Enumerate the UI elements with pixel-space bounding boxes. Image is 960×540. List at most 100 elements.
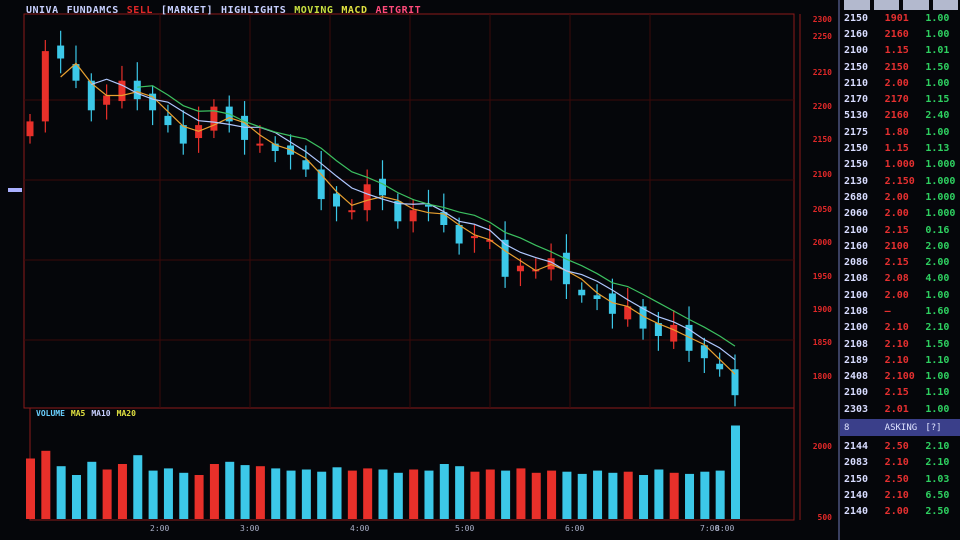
quote-row[interactable]: 2160 2160 1.00 xyxy=(840,26,960,42)
header-item[interactable]: UNIVA xyxy=(26,5,59,16)
quote-row[interactable]: 2108 2.08 4.00 xyxy=(840,271,960,287)
quote-row[interactable]: 2150 1901 1.00 xyxy=(840,10,960,26)
quote-cell: 2.10 xyxy=(884,338,909,350)
highlight-row[interactable]: 8 ASKING [?] xyxy=(840,419,960,437)
quote-cell: 2.50 xyxy=(884,441,909,453)
panel-tabs[interactable] xyxy=(840,0,960,10)
quote-row[interactable]: 2140 2.00 2.50 xyxy=(840,504,960,520)
header-item[interactable]: MA20 xyxy=(116,409,136,418)
quote-row[interactable]: 2100 1.15 1.01 xyxy=(840,43,960,59)
quote-row[interactable]: 2303 2.01 1.00 xyxy=(840,401,960,417)
header-item[interactable]: MACD xyxy=(341,5,368,16)
quote-row[interactable]: 2408 2.100 1.00 xyxy=(840,369,960,385)
volume-bar xyxy=(347,470,357,519)
quote-cell: 2150 xyxy=(844,143,869,155)
quote-row[interactable]: 2100 2.10 2.10 xyxy=(840,320,960,336)
volume-bar xyxy=(332,467,342,519)
header-item[interactable]: VOLUME xyxy=(36,409,65,418)
quote-row[interactable]: 2108 — 1.60 xyxy=(840,303,960,319)
quote-cell: 2160 xyxy=(884,28,909,40)
quote-cell: 1.00 xyxy=(925,403,950,415)
quote-cell: 2.00 xyxy=(884,191,909,203)
quote-row[interactable]: 2150 1.000 1.000 xyxy=(840,157,960,173)
y-tick-label: 1850 xyxy=(812,338,832,347)
quote-cell: 2150 xyxy=(844,12,869,24)
scroll-marker[interactable] xyxy=(8,188,22,192)
quote-cell: 1.00 xyxy=(925,371,950,383)
header-item[interactable]: [MARKET] xyxy=(160,5,214,16)
quote-cell: 1.00 xyxy=(925,12,950,24)
x-tick-label: 5:00 xyxy=(455,524,475,533)
quote-row[interactable]: 2680 2.00 1.000 xyxy=(840,189,960,205)
header-item[interactable]: SELL xyxy=(126,5,153,16)
quote-row[interactable]: 2100 2.15 1.10 xyxy=(840,385,960,401)
quote-row[interactable]: 2189 2.10 1.10 xyxy=(840,352,960,368)
candle-body xyxy=(379,178,386,196)
header-item[interactable]: MA5 xyxy=(70,409,86,418)
quote-row[interactable]: 2175 1.80 1.00 xyxy=(840,124,960,140)
quote-cell: 2.10 xyxy=(884,322,909,334)
candle-body xyxy=(41,51,49,122)
quote-row[interactable]: 2083 2.10 2.10 xyxy=(840,455,960,471)
volume-bar xyxy=(194,475,204,519)
quote-row[interactable]: 2140 2.10 6.50 xyxy=(840,487,960,503)
quote-cell: 1.13 xyxy=(925,143,950,155)
quote-row[interactable]: 5130 2160 2.40 xyxy=(840,108,960,124)
y-tick-label: 2250 xyxy=(812,32,832,41)
indicator-header: UNIVA FUNDAMCS SELL [MARKET] HIGHLIGHTS MOVIN… xyxy=(26,5,429,16)
y-tick-label: 1950 xyxy=(812,272,832,281)
quote-cell: 2.01 xyxy=(884,403,909,415)
candle-body xyxy=(256,143,264,146)
quote-row[interactable]: 2170 2170 1.15 xyxy=(840,91,960,107)
header-item[interactable]: HIGHLIGHTS xyxy=(221,5,287,16)
quote-cell: 2189 xyxy=(844,354,869,366)
candle-body xyxy=(440,212,448,225)
quote-row[interactable]: 2130 2.150 1.000 xyxy=(840,173,960,189)
header-item[interactable]: MA10 xyxy=(91,409,111,418)
candlestick-chart xyxy=(8,13,801,521)
volume-bar xyxy=(317,471,327,519)
volume-bar xyxy=(731,425,740,519)
quote-row[interactable]: 2150 2150 1.50 xyxy=(840,59,960,75)
quote-cell: 2.15 xyxy=(884,257,909,269)
volume-bar xyxy=(255,466,265,519)
quote-row[interactable]: 2110 2.00 1.00 xyxy=(840,75,960,91)
candle-body xyxy=(302,160,310,170)
quote-cell: 2160 xyxy=(844,28,869,40)
quote-cell: 2100 xyxy=(884,240,909,252)
quote-row[interactable]: 2060 2.00 1.000 xyxy=(840,206,960,222)
quote-row[interactable]: 2086 2.15 2.00 xyxy=(840,254,960,270)
quote-row[interactable]: 2160 2100 2.00 xyxy=(840,238,960,254)
quote-cell: 2060 xyxy=(844,208,869,220)
header-item[interactable]: MOVING xyxy=(294,5,334,16)
volume-bar xyxy=(516,468,526,519)
volume-bar xyxy=(301,469,311,519)
quote-row[interactable]: 2108 2.10 1.50 xyxy=(840,336,960,352)
quote-cell: 1.000 xyxy=(925,208,956,220)
volume-bar xyxy=(102,469,112,519)
quote-row[interactable]: 2144 2.50 2.10 xyxy=(840,438,960,454)
quote-row[interactable]: 2100 2.15 0.16 xyxy=(840,222,960,238)
quote-cell: 2130 xyxy=(844,175,869,187)
candle-body xyxy=(103,95,111,105)
quote-cell: 1.000 xyxy=(925,175,956,187)
quote-cell: 2100 xyxy=(844,322,869,334)
quote-cell: 1.000 xyxy=(925,159,956,171)
quote-cell: 2.00 xyxy=(884,289,909,301)
quote-row[interactable]: 2100 2.00 1.00 xyxy=(840,287,960,303)
ma10-line xyxy=(91,78,736,361)
x-tick-label: 7:00 xyxy=(700,524,720,533)
candle-body xyxy=(486,239,494,242)
y-tick-label: 1800 xyxy=(812,372,832,381)
volume-bar xyxy=(209,464,219,519)
quote-cell: 2140 xyxy=(844,489,869,501)
header-item[interactable]: FUNDAMCS xyxy=(66,5,119,16)
quote-row[interactable]: 2150 2.50 1.03 xyxy=(840,471,960,487)
candle-body xyxy=(333,193,341,207)
x-tick-label: 2:00 xyxy=(150,524,170,533)
header-item[interactable]: AETGRIT xyxy=(375,5,422,16)
quote-cell: 2.00 xyxy=(884,506,909,518)
quote-row[interactable]: 2150 1.15 1.13 xyxy=(840,140,960,156)
quote-cell: 2.10 xyxy=(884,354,909,366)
candle-body xyxy=(700,345,708,359)
